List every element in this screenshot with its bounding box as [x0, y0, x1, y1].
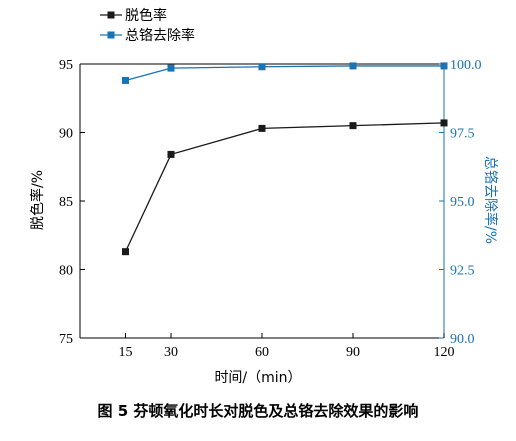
left-tick-label: 95: [59, 58, 73, 73]
left-tick-label: 85: [59, 195, 73, 210]
x-tick-label: 30: [164, 345, 178, 360]
series-point-1: [122, 76, 129, 84]
series-layer: [122, 62, 448, 256]
legend-marker-decolor: [107, 11, 115, 19]
right-tick-label: 90.0: [450, 332, 475, 347]
series-line-0: [124, 122, 445, 252]
left-tick-label: 75: [59, 332, 73, 347]
axes: [79, 63, 445, 339]
legend: 脱色率 总铬去除率: [100, 7, 195, 44]
series-point-1: [440, 62, 448, 70]
series-point-0: [122, 248, 129, 256]
x-axis-title: 时间/（min）: [214, 370, 301, 386]
left-axis-title: 脱色率/%: [29, 170, 46, 230]
right-tick-label: 97.5: [450, 127, 475, 142]
legend-entry-chromium: 总铬去除率: [100, 27, 195, 44]
series-point-0: [349, 122, 357, 130]
left-tick-label: 80: [59, 264, 73, 279]
series-point-0: [440, 119, 448, 127]
x-tick-label: 90: [346, 345, 360, 360]
left-tick-label: 90: [59, 127, 73, 142]
right-tick-label: 92.5: [450, 264, 475, 279]
legend-marker-chromium: [107, 31, 115, 39]
right-tick-label: 100.0: [450, 58, 482, 73]
legend-entry-decolor: 脱色率: [100, 7, 167, 24]
legend-label-chromium: 总铬去除率: [125, 27, 195, 44]
left-axis-ticks: 75 80 85 90 95: [59, 58, 85, 347]
series-point-0: [258, 124, 266, 132]
x-tick-label: 120: [434, 345, 455, 360]
series-point-1: [349, 62, 357, 70]
x-tick-label: 60: [255, 345, 269, 360]
right-axis-title: 总铬去除率/%: [482, 156, 499, 244]
right-axis-ticks: 90.0 92.5 95.0 97.5 100.0: [439, 58, 482, 347]
series-point-0: [167, 150, 175, 158]
chart: 脱色率 总铬去除率 75 80 85 90 95 90.0 92.5 95.0 97.5 100…: [29, 7, 499, 386]
figure-caption: 图 5 芬顿氧化时长对脱色及总铬去除效果的影响: [97, 402, 419, 420]
legend-label-decolor: 脱色率: [125, 7, 167, 24]
series-point-1: [258, 63, 266, 71]
x-tick-label: 15: [119, 345, 133, 360]
series-point-1: [167, 64, 175, 72]
x-axis-ticks: 15 30 60 90 120: [119, 333, 455, 360]
right-tick-label: 95.0: [450, 195, 475, 210]
